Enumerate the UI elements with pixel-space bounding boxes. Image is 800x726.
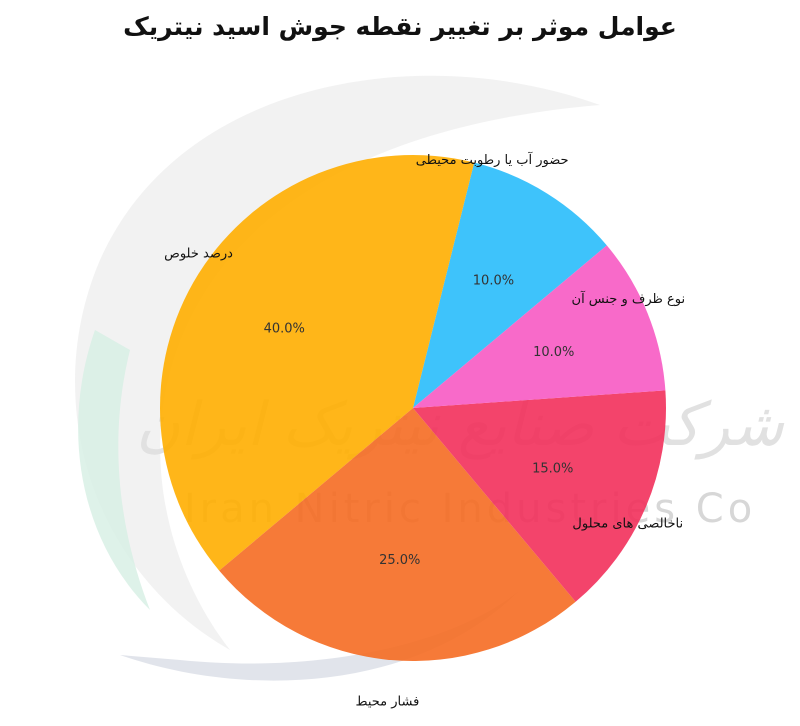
slice-category-label: ناخالصی های محلول [572, 517, 683, 532]
slice-percent-label: 10.0% [473, 273, 514, 288]
slice-category-label: نوع ظرف و جنس آن [572, 290, 686, 307]
pie-slice [219, 408, 576, 661]
watermark-swoosh-green [78, 330, 150, 610]
pie-slices [160, 155, 667, 661]
pie-labels: 10.0% حضور آب یا رطوبت محیطی 40.0% درصد خلو… [164, 151, 685, 709]
slice-percent-label: 10.0% [533, 345, 574, 360]
pie-slice [413, 245, 666, 408]
slice-percent-label: 15.0% [532, 461, 573, 476]
slice-category-label: فشار محیط [356, 694, 420, 709]
watermark-swoosh-gray [75, 75, 600, 651]
slice-percent-label: 40.0% [264, 322, 305, 337]
pie-slice [160, 155, 475, 571]
slice-category-label: درصد خلوص [164, 246, 233, 261]
pie-slice [413, 390, 667, 602]
chart-title: عوامل موثر بر تغییر نقطه جوش اسید نیتریک [123, 12, 677, 41]
pie-slice [413, 162, 607, 408]
slice-percent-label: 25.0% [379, 553, 420, 568]
slice-category-label: حضور آب یا رطوبت محیطی [416, 151, 569, 168]
